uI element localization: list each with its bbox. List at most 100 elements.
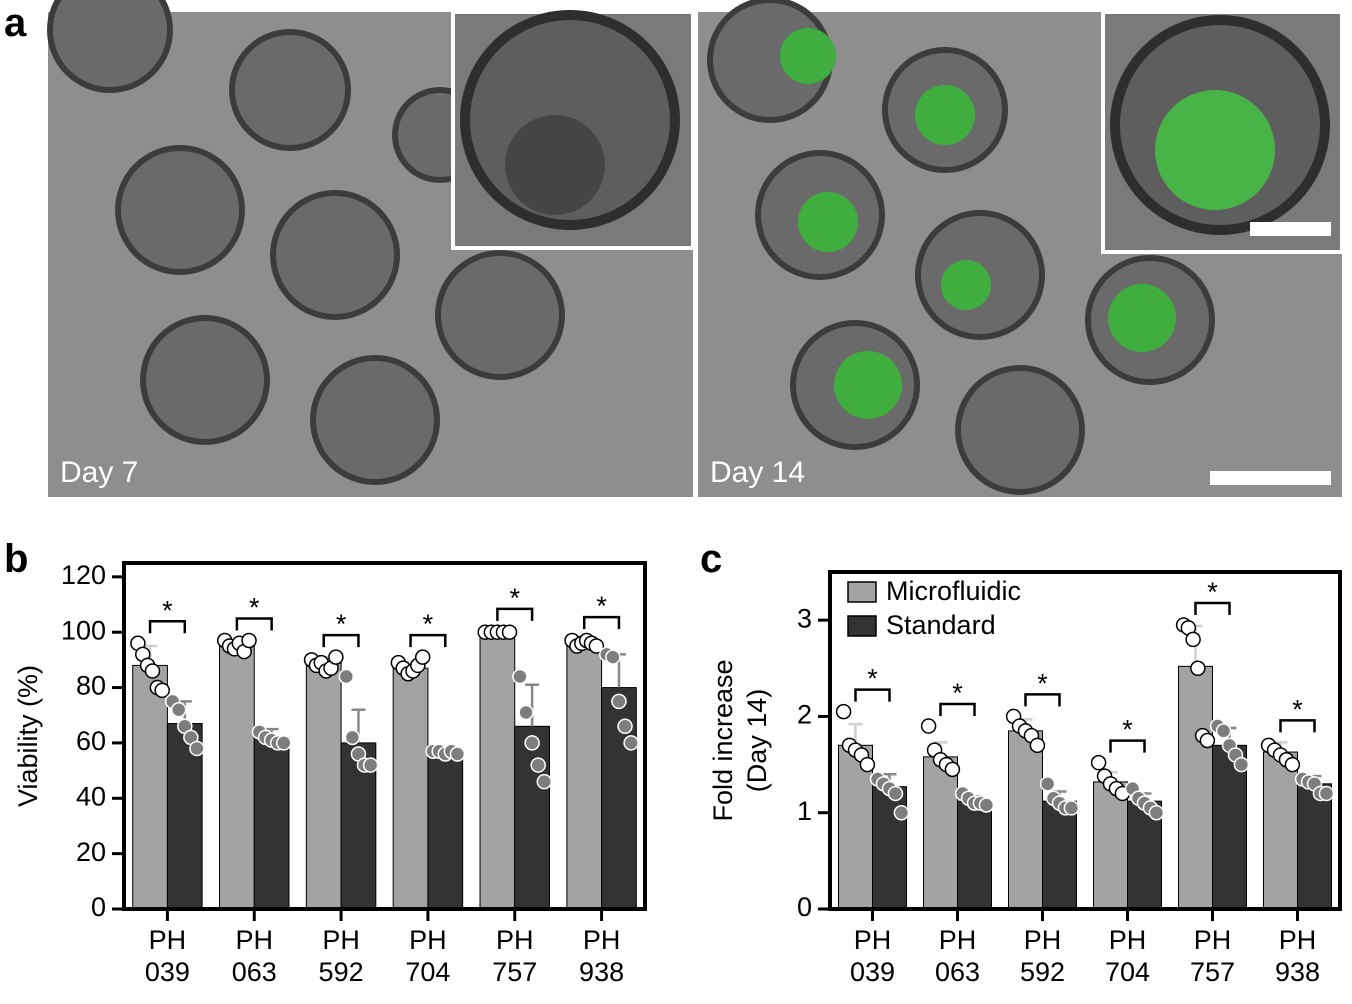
y-tick-label: 120	[61, 560, 106, 590]
data-point	[154, 682, 170, 699]
y-tick-label: 2	[797, 700, 812, 730]
data-point	[623, 735, 639, 751]
data-point	[1284, 756, 1301, 773]
bar	[1008, 730, 1043, 910]
x-tick-label: PH 592	[319, 925, 364, 987]
y-axis-label: Viability (%)	[13, 665, 43, 807]
significance-bracket	[939, 702, 976, 717]
bar	[253, 736, 290, 910]
data-point	[1029, 737, 1046, 754]
significance-bracket	[148, 620, 187, 634]
significance-label: *	[336, 609, 347, 639]
significance-label: *	[423, 609, 434, 639]
bar	[514, 725, 550, 910]
significance-label: *	[249, 593, 260, 623]
data-point	[414, 649, 431, 665]
data-point	[344, 729, 361, 746]
bar	[1297, 783, 1332, 910]
y-tick-label: 40	[76, 781, 106, 811]
y-tick-label: 100	[61, 615, 106, 645]
data-point	[524, 735, 540, 751]
data-point	[1199, 732, 1216, 749]
legend-swatch	[847, 615, 877, 637]
bar	[1178, 665, 1213, 910]
data-point	[1090, 754, 1107, 771]
data-point	[978, 797, 995, 813]
data-point	[611, 693, 627, 710]
significance-bracket	[496, 607, 534, 621]
bar	[1212, 744, 1247, 910]
bar	[1042, 800, 1077, 910]
significance-label: *	[1122, 715, 1133, 745]
significance-bracket	[235, 617, 273, 631]
bar	[132, 664, 168, 910]
data-point	[1063, 800, 1080, 816]
y-tick-label: 3	[797, 603, 812, 633]
micrograph-day7: Day 7	[47, 0, 695, 497]
significance-bracket	[854, 688, 891, 702]
significance-label: *	[509, 583, 520, 613]
data-point	[512, 668, 528, 685]
x-tick-label: PH 039	[145, 925, 190, 987]
y-tick-label: 80	[76, 671, 106, 701]
y-tick-label: 60	[76, 726, 106, 756]
error-bar	[525, 683, 540, 727]
x-tick-label: PH 938	[1275, 925, 1320, 987]
significance-label: *	[867, 664, 878, 694]
data-point	[518, 704, 534, 721]
data-point	[588, 638, 605, 654]
panel-label: c	[700, 537, 722, 581]
plot-frame	[828, 570, 1342, 911]
significance-label: *	[952, 678, 963, 708]
legend-label: Microfluidic	[886, 576, 1021, 606]
significance-bracket	[1194, 601, 1231, 615]
bar	[479, 631, 516, 910]
x-tick-label: PH 592	[1020, 925, 1065, 987]
data-point	[1215, 723, 1232, 739]
data-point	[920, 718, 937, 734]
bar	[566, 642, 603, 910]
data-point	[859, 756, 876, 773]
significance-label: *	[1207, 577, 1218, 607]
bar	[392, 667, 429, 910]
data-point	[338, 668, 355, 685]
data-point	[328, 649, 344, 665]
bar	[427, 750, 464, 910]
image-label: Day 14	[710, 456, 805, 489]
micrograph-day14: Day 14	[698, 0, 1344, 497]
significance-label: *	[596, 591, 607, 621]
data-point	[605, 649, 621, 665]
bar	[305, 662, 342, 910]
x-tick-label: PH 757	[1190, 925, 1235, 987]
significance-bracket	[409, 633, 447, 648]
y-tick-label: 0	[91, 892, 106, 922]
significance-bracket	[1109, 739, 1146, 753]
x-tick-label: PH 063	[232, 925, 277, 987]
data-point	[1233, 756, 1250, 773]
significance-label: *	[1037, 668, 1048, 698]
bar	[1263, 751, 1298, 910]
x-tick-label: PH 063	[935, 925, 980, 987]
y-tick-label: 0	[797, 892, 812, 922]
x-tick-label: PH 704	[405, 925, 450, 987]
x-tick-label: PH 704	[1105, 925, 1150, 987]
significance-bracket	[1279, 719, 1316, 733]
significance-bracket	[322, 633, 360, 648]
bar	[957, 800, 992, 910]
data-point	[170, 701, 187, 718]
significance-label: *	[162, 595, 173, 625]
x-tick-label: PH 938	[579, 925, 624, 987]
data-point	[530, 757, 546, 773]
data-point	[1318, 785, 1335, 802]
data-point	[1190, 660, 1206, 677]
panel-label: b	[4, 537, 28, 581]
data-point	[501, 624, 518, 640]
bar	[601, 687, 637, 910]
data-point	[617, 718, 633, 735]
bar	[219, 645, 255, 910]
plot-frame	[122, 561, 647, 911]
data-point	[449, 746, 466, 762]
y-axis-label: Fold increase	[708, 659, 738, 821]
significance-label: *	[1292, 694, 1303, 724]
